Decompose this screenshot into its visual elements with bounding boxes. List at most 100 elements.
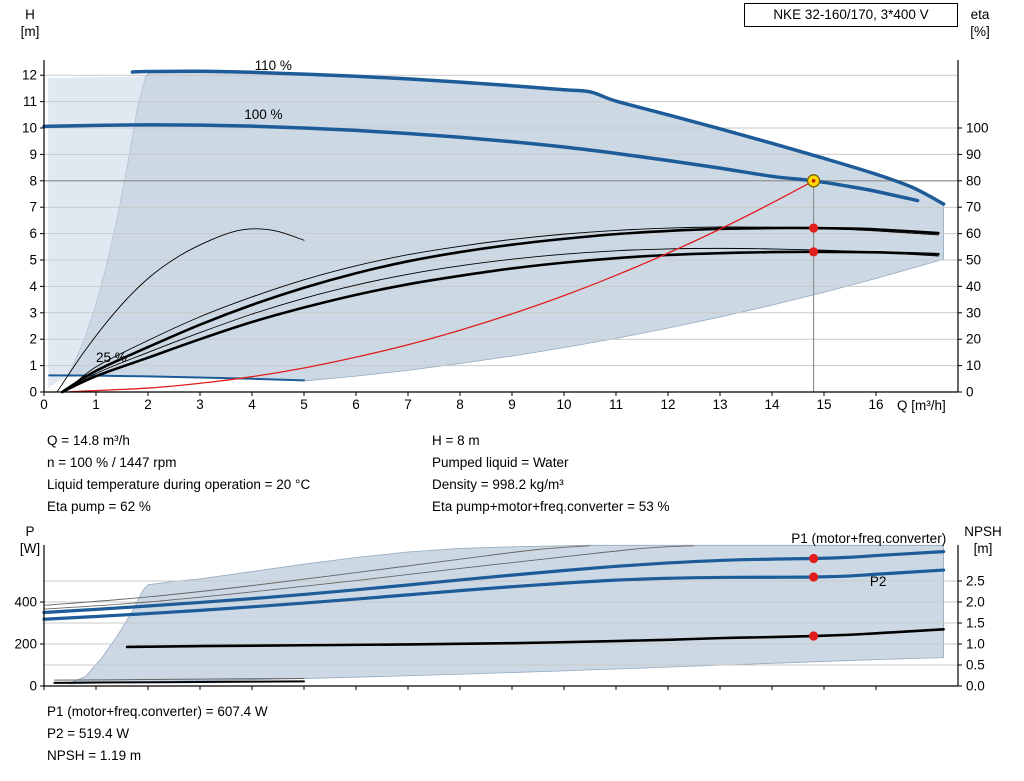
op-eta-pump: Eta pump = 62 % xyxy=(47,499,151,514)
operating-point-right-column: H = 8 m Pumped liquid = Water Density = … xyxy=(432,430,670,518)
npsh-axis-unit: [m] xyxy=(973,541,993,556)
op-liquid-temperature: Liquid temperature during operation = 20… xyxy=(47,477,311,492)
y-left-tick-label: 11 xyxy=(23,94,37,109)
speed-110-curve xyxy=(130,69,946,206)
x-tick-label: 12 xyxy=(660,397,675,412)
op-pumped-liquid: Pumped liquid = Water xyxy=(432,455,569,470)
y-left-tick-label: 0 xyxy=(29,679,37,694)
eta-axis-unit: [%] xyxy=(970,24,990,39)
npsh-point-marker xyxy=(808,631,819,641)
h-axis-label: H [m] xyxy=(12,6,48,40)
y-right-tick-label: 1.0 xyxy=(966,636,985,651)
x-tick-label: 3 xyxy=(196,397,204,412)
y-left-tick-label: 2 xyxy=(29,332,37,347)
y-left-tick-label: 6 xyxy=(29,226,37,241)
y-right-tick-label: 1.5 xyxy=(966,615,985,630)
x-tick-label: 10 xyxy=(556,397,571,412)
y-right-tick-label: 50 xyxy=(966,253,981,268)
y-left-tick-label: 5 xyxy=(29,253,37,268)
x-tick-label: 8 xyxy=(456,397,464,412)
y-left-tick-label: 7 xyxy=(29,200,37,215)
results-column: P1 (motor+freq.converter) = 607.4 W P2 =… xyxy=(47,701,268,767)
low-power-black-curve xyxy=(53,680,305,684)
y-right-tick-label: 0.5 xyxy=(966,657,985,672)
x-tick-label: 1 xyxy=(92,397,100,412)
h-axis-symbol: H xyxy=(25,7,35,22)
y-right-tick-label: 60 xyxy=(966,226,981,241)
operating-point-left-column: Q = 14.8 m³/h n = 100 % / 1447 rpm Liqui… xyxy=(47,430,310,518)
result-p2: P2 = 519.4 W xyxy=(47,726,130,741)
curve-label: 110 % xyxy=(255,58,292,73)
y-right-tick-label: 0.0 xyxy=(966,679,985,694)
op-head: H = 8 m xyxy=(432,433,480,448)
q-axis-label: Q [m³/h] xyxy=(897,398,946,413)
qh-chart: 110 %100 %25 %0 1 2 3 4 5 6 7 8 9 10 11 12 13 14 15 1601… xyxy=(22,58,989,412)
y-left-tick-label: 1 xyxy=(29,358,37,373)
op-speed: n = 100 % / 1447 rpm xyxy=(47,455,177,470)
control-curve-curve xyxy=(69,180,815,393)
y-right-tick-label: 90 xyxy=(966,147,981,162)
curve-label: 100 % xyxy=(244,107,282,122)
npsh-axis-symbol: NPSH xyxy=(964,524,1002,539)
power-chart: P1 (motor+freq.converter) P2 0 200 400 0.0 0.5… xyxy=(14,531,985,694)
y-right-tick-label: 20 xyxy=(966,332,981,347)
y-right-tick-label: 70 xyxy=(966,200,981,215)
power-envelope xyxy=(67,544,944,685)
y-right-tick-label: 10 xyxy=(966,358,981,373)
y-left-tick-label: 3 xyxy=(29,305,37,320)
pump-title: NKE 32-160/170, 3*400 V xyxy=(744,3,958,27)
y-left-tick-label: 0 xyxy=(29,385,37,400)
x-tick-label: 15 xyxy=(816,397,831,412)
x-tick-label: 14 xyxy=(764,397,780,412)
y-left-tick-label: 9 xyxy=(29,147,37,162)
x-tick-label: 4 xyxy=(248,397,256,412)
curve-label: 25 % xyxy=(96,350,127,365)
y-right-tick-label: 40 xyxy=(966,279,981,294)
result-p1: P1 (motor+freq.converter) = 607.4 W xyxy=(47,704,268,719)
eta-pump-point-marker xyxy=(808,223,819,233)
eta-25-curve xyxy=(56,228,305,393)
low-power-gray-curve xyxy=(53,677,305,681)
eta-total-point-marker xyxy=(808,247,819,257)
p-axis-unit: [W] xyxy=(19,541,41,556)
y-left-tick-label: 400 xyxy=(14,594,37,609)
speed-line-a-curve xyxy=(43,545,695,610)
y-left-tick-label: 4 xyxy=(29,279,37,294)
y-right-tick-label: 80 xyxy=(966,173,981,188)
speed-line-b-curve xyxy=(43,545,591,606)
npsh-axis-label: NPSH [m] xyxy=(956,523,1010,557)
x-tick-label: 7 xyxy=(404,397,412,412)
x-tick-label: 6 xyxy=(352,397,360,412)
p-axis-symbol: P xyxy=(25,524,35,539)
curve-label: P1 (motor+freq.converter) xyxy=(791,531,946,546)
y-left-tick-label: 12 xyxy=(22,68,37,83)
y-right-tick-label: 0 xyxy=(966,385,974,400)
x-tick-label: 16 xyxy=(868,397,883,412)
y-right-tick-label: 100 xyxy=(966,121,989,136)
y-left-tick-label: 10 xyxy=(22,121,37,136)
duty-point-marker-center xyxy=(811,179,816,183)
op-eta-total: Eta pump+motor+freq.converter = 53 % xyxy=(432,499,670,514)
eta-band-lower-curve xyxy=(64,247,939,393)
p-axis-label: P [W] xyxy=(10,523,50,557)
x-tick-label: 0 xyxy=(40,397,48,412)
y-right-tick-label: 2.5 xyxy=(966,573,985,588)
x-tick-label: 9 xyxy=(508,397,516,412)
y-left-tick-label: 8 xyxy=(29,173,37,188)
p2-point-marker xyxy=(808,572,819,582)
x-tick-label: 13 xyxy=(712,397,727,412)
eta-total-curve xyxy=(60,250,940,394)
eta-axis-symbol: eta xyxy=(970,7,990,22)
result-npsh: NPSH = 1.19 m xyxy=(47,748,142,763)
op-density: Density = 998.2 kg/m³ xyxy=(432,477,564,492)
h-axis-unit: [m] xyxy=(20,24,40,39)
y-right-tick-label: 30 xyxy=(966,305,981,320)
p1-point-marker xyxy=(808,553,819,564)
y-left-tick-label: 200 xyxy=(14,636,37,651)
x-tick-label: 2 xyxy=(144,397,152,412)
y-right-tick-label: 2.0 xyxy=(966,594,985,609)
curve-label: P2 xyxy=(870,574,887,589)
x-tick-label: 5 xyxy=(300,397,308,412)
eta-axis-label: eta [%] xyxy=(956,6,1004,40)
